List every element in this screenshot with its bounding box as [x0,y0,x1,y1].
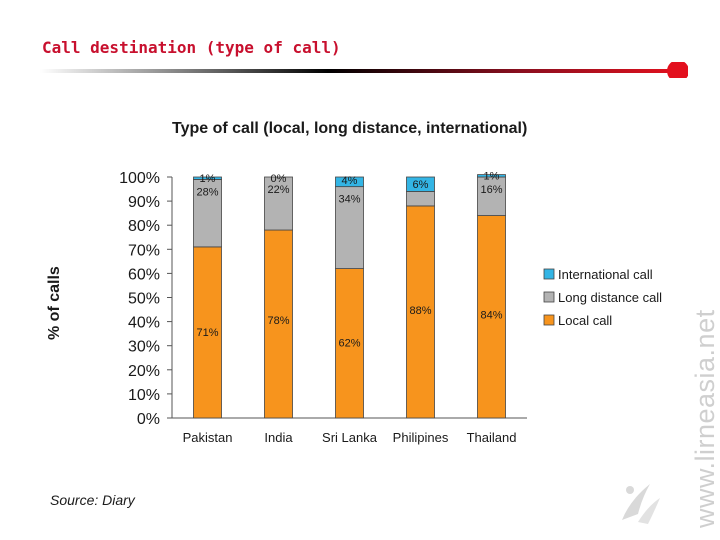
bar-segment [477,215,506,419]
y-tick-label: 50% [128,291,160,308]
bar-segment [406,205,435,419]
legend-swatch [543,314,555,326]
data-label: 84% [480,310,502,322]
y-tick-label: 80% [128,218,160,235]
legend-swatch [543,268,555,280]
data-label: 28% [196,186,218,198]
chart-title: Type of call (local, long distance, inte… [172,120,528,137]
source-note: Source: Diary [50,492,135,508]
watermark: www.lirneasia.net [690,309,720,528]
bar-segment [406,176,435,192]
y-tick-label: 70% [128,242,160,259]
data-label: 71% [196,327,218,339]
legend-entry: Local call [558,313,612,328]
data-label: 16% [480,184,502,196]
bar-segment [335,176,364,188]
bar-segment [264,229,293,419]
bar-segment [264,176,293,231]
y-tick-label: 0% [137,411,160,428]
data-label: 1% [200,173,216,185]
lirneasia-logo-icon [622,484,660,524]
x-tick-label: Philipines [393,430,449,445]
y-tick-label: 60% [128,266,160,283]
data-label: 78% [267,315,289,327]
title-rule [40,62,688,78]
data-label: 4% [342,175,358,187]
bar-segment [193,246,222,419]
y-tick-label: 30% [128,339,160,356]
data-label: 6% [413,179,429,191]
bar-segment [335,186,364,269]
bar-segment [406,191,435,207]
y-tick-label: 10% [128,387,160,404]
y-tick-label: 90% [128,194,160,211]
bar-segment [477,174,506,178]
bar-segment [477,176,506,216]
y-tick-label: 100% [119,170,160,187]
data-label: 34% [338,194,360,206]
data-label: 22% [267,184,289,196]
bar-segment [193,179,222,248]
slide-title: Call destination (type of call) [42,38,341,57]
y-tick-label: 40% [128,315,160,332]
legend-entry: International call [558,267,653,282]
bar-segment [335,268,364,419]
data-label: 0% [271,173,287,185]
x-tick-label: Thailand [467,430,517,445]
data-label: 88% [409,305,431,317]
bar-segment [193,176,222,180]
data-label: 62% [338,338,360,350]
x-tick-label: India [264,430,293,445]
x-tick-label: Pakistan [183,430,233,445]
legend-entry: Long distance call [558,290,662,305]
data-label: 1% [484,171,500,183]
y-tick-label: 20% [128,363,160,380]
x-tick-label: Sri Lanka [322,430,378,445]
legend-swatch [543,291,555,303]
